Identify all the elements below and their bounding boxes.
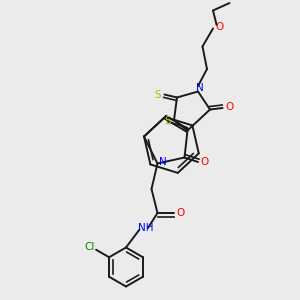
Text: S: S <box>164 116 171 127</box>
Text: N: N <box>196 83 203 93</box>
Text: NH: NH <box>138 223 154 233</box>
Text: S: S <box>154 89 161 100</box>
Text: N: N <box>159 157 167 167</box>
Text: Cl: Cl <box>84 242 95 252</box>
Text: O: O <box>215 22 224 32</box>
Text: O: O <box>200 157 209 167</box>
Text: O: O <box>176 208 185 218</box>
Text: O: O <box>225 102 233 112</box>
